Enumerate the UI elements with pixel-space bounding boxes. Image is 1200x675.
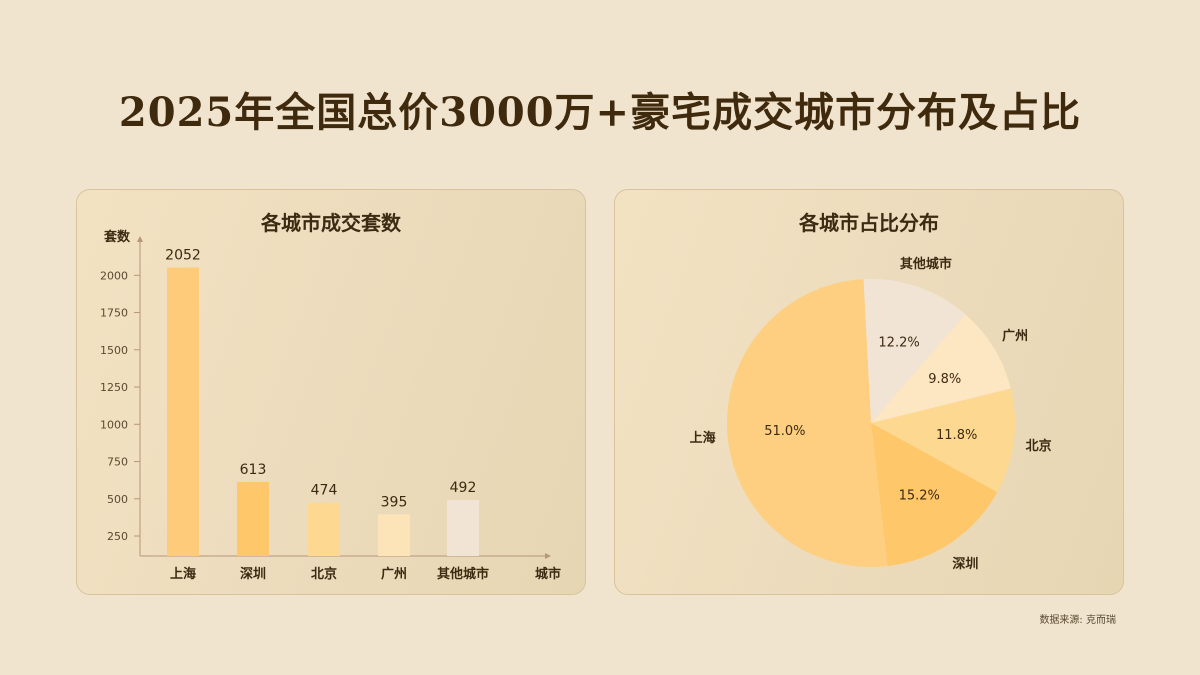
pie-category-label: 北京 [1026,438,1052,454]
x-tick-label: 北京 [311,566,337,582]
pie-slice-4 [727,279,888,567]
data-source: 数据来源: 克而瑞 [1039,615,1116,626]
pie-chart-panel: 各城市占比分布 12.2% 其他城市 9.8% 广州 11.8% 北京 15.2% 深圳 51.… [614,189,1124,595]
page-title: 2025年全国总价3000万+豪宅成交城市分布及占比 [118,89,1082,136]
pie-category-label: 深圳 [952,556,978,572]
pie-chart: 12.2% 其他城市 9.8% 广州 11.8% 北京 15.2% 深圳 51.0% 上海 [690,256,1052,572]
x-axis-label: 城市 [535,566,561,582]
y-tick-label: 250 [107,530,128,543]
x-tick-label: 广州 [381,566,407,582]
bar-value-label: 395 [381,494,408,510]
x-tick-label: 上海 [170,566,196,582]
pie-slice-3 [871,423,998,567]
y-tick-label: 1000 [100,418,128,431]
pie-category-label: 其他城市 [900,256,952,272]
bar-3 [378,514,410,556]
y-tick-label: 750 [107,456,128,469]
bar-2 [308,502,340,556]
bar-chart-panel: 各城市成交套数 套数城市 250 500 750 1000 1250 1500 1750 200… [76,189,586,595]
bar-value-label: 492 [450,480,477,496]
x-tick-label: 深圳 [240,566,266,582]
y-axis-label: 套数 [103,229,131,245]
y-tick-label: 1250 [100,381,128,394]
bar-4 [447,499,479,556]
bar-chart-title: 各城市成交套数 [261,211,401,235]
pie-value-label: 9.8% [928,372,961,387]
y-tick-label: 500 [107,493,128,506]
bar-value-label: 613 [240,462,267,478]
bar-value-label: 2052 [165,248,201,264]
y-axis-arrow-icon [137,236,143,242]
bar-0 [167,267,199,556]
pie-slice-0 [863,279,966,423]
pie-value-label: 11.8% [936,428,977,443]
pie-category-label: 广州 [1002,328,1028,344]
pie-value-label: 51.0% [764,424,805,439]
x-tick-label: 其他城市 [437,566,489,582]
bar-value-label: 474 [311,483,338,499]
pie-slice-2 [871,388,1015,493]
y-tick-label: 1750 [100,307,128,320]
bar-1 [237,481,269,556]
y-tick-label: 1500 [100,344,128,357]
pie-slice-1 [871,314,1011,423]
x-axis-arrow-icon [545,553,551,559]
pie-chart-title: 各城市占比分布 [799,211,939,235]
pie-category-label: 上海 [690,430,716,446]
pie-value-label: 15.2% [899,489,940,504]
pie-value-label: 12.2% [878,335,919,350]
y-tick-label: 2000 [100,269,128,282]
